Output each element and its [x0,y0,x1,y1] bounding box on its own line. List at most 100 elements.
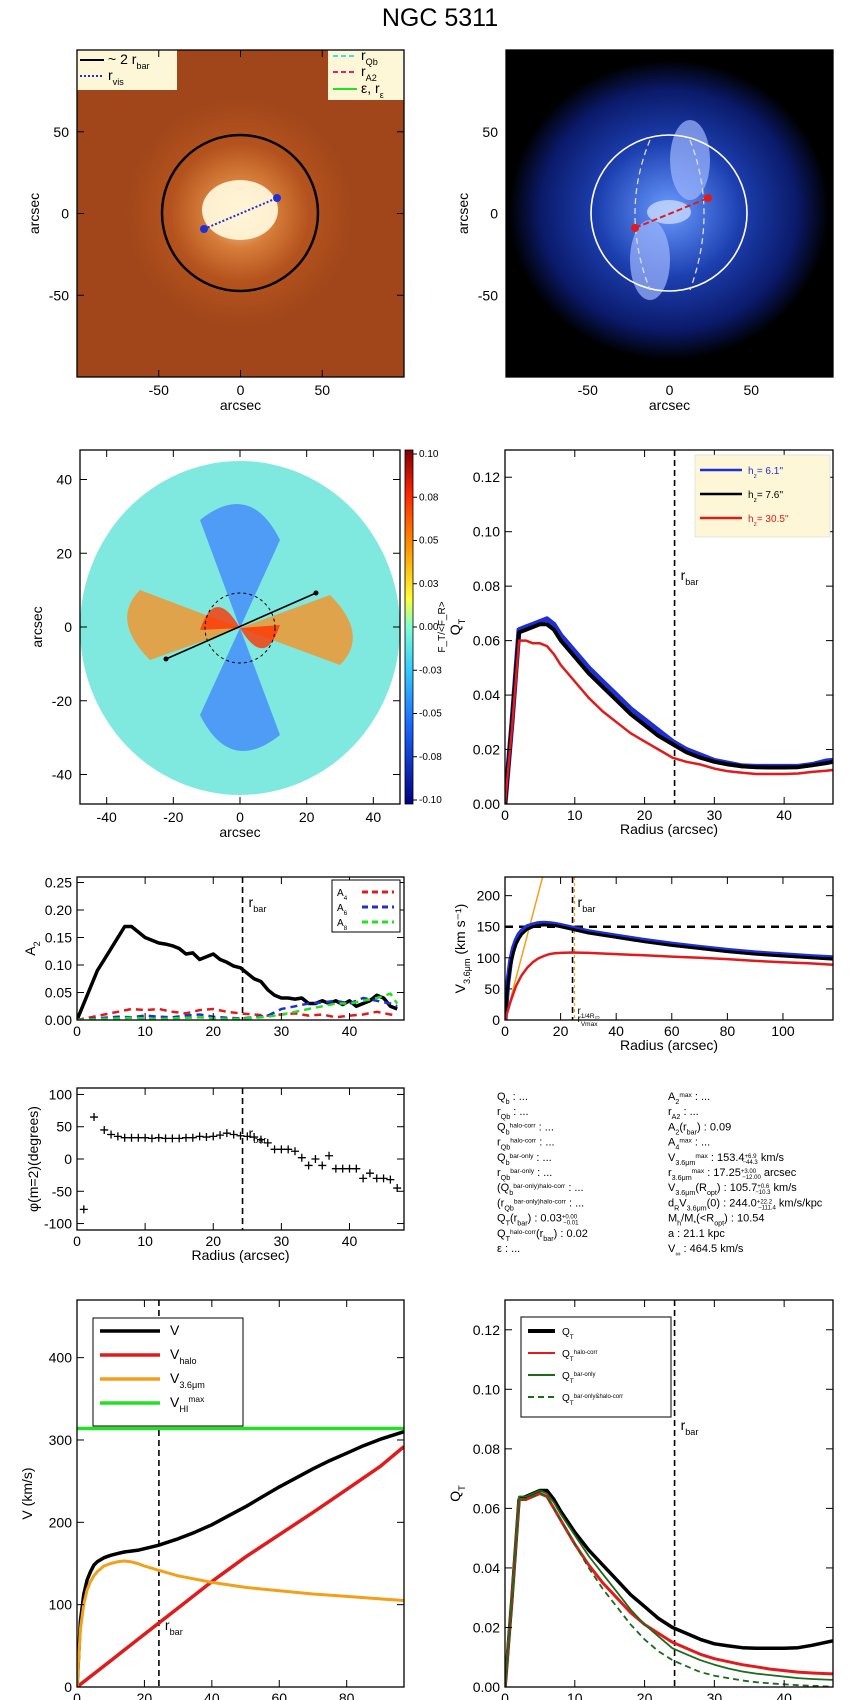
plot-area [505,450,833,804]
y-axis-label: QT [447,618,467,635]
y-tick-label: 0.08 [473,578,500,594]
x-tick-label: 30 [274,1233,290,1249]
stat-line: V∞ : 464.5 km/s [668,1243,744,1258]
x-tick-label: 20 [137,1690,153,1700]
label-part: : ... [692,1091,710,1103]
colorbar [404,449,414,805]
data-point [147,1134,156,1143]
y-tick-label: 0 [61,206,69,222]
y-tick-label: 0.04 [473,687,500,703]
stat-unit: km/s [758,1152,785,1164]
label-part: b [506,1159,510,1167]
qt-profiles-panel: 0 10 20 30 40 0.00 0.02 0.04 0.06 0.08 0.10 0.12 Rad… [447,449,834,837]
label-part: A [337,918,344,929]
x-tick-label: 0 [73,1690,81,1700]
y-tick-label: 20 [56,545,72,561]
data-point [291,1147,299,1156]
legend-label: V [170,1322,180,1338]
label-part: : 21.1 kpc [674,1228,725,1240]
x-tick-label: 0 [73,1023,81,1039]
legend-label: V3.6μm [170,1370,205,1390]
label-part: ) : 0.02 [554,1228,588,1240]
x-tick-label: 20 [205,1233,221,1249]
x-tick-label: 40 [776,807,792,823]
label-part: A [668,1121,676,1133]
label-part: T [570,1334,574,1341]
label-part: Q [562,1349,570,1360]
legend-label: A4 [337,888,348,902]
y-tick-label: -40 [52,767,72,783]
label-part: r [668,1167,672,1179]
structure-center [647,200,691,224]
label-part: 4 [675,1144,679,1152]
stat-line: rQb : ... [497,1106,529,1121]
x-tick-label: 60 [271,1690,287,1700]
label-part: ~ 2 r [108,51,137,67]
series-line [77,992,399,1020]
y-tick-label: 0.00 [473,1679,500,1695]
x-tick-label: -50 [578,382,598,398]
x-tick-label: 20 [637,1690,653,1700]
stat-unit: arcsec [761,1167,797,1179]
stat-line: QThalo-corr(rbar) : 0.02 [497,1228,588,1243]
label-part: Vmax [581,1020,598,1027]
y-axis-label: φ(m=2)(degrees) [25,1106,41,1212]
label-part: 2 [675,1098,679,1106]
colorbar-tick-label: -0.03 [419,665,442,676]
stat-err-up: +0.00 [562,1215,578,1221]
label-part: 4 [344,895,348,902]
label-part: r [249,1125,254,1141]
label-part: h [677,1220,681,1228]
y-tick-label: 0.00 [473,796,500,812]
data-point [216,1131,225,1140]
data-point [175,1134,184,1143]
y-axis-label: QT [447,1485,467,1502]
stat-line: rQbbar-only : ... [497,1167,552,1182]
data-point [379,1174,388,1183]
label-part: r [577,1006,581,1017]
series-line [505,639,833,804]
structure-endpoint [631,224,639,232]
label-part: b [509,1189,513,1197]
bar-circle [160,133,320,293]
y-tick-label: -50 [52,1183,72,1199]
label-part: ) : 0.09 [697,1121,731,1133]
colorbar-tick-label: 0.00 [419,622,439,633]
label-part: bar-only)halo-corr [514,1198,567,1205]
label-part: : ... [534,1167,552,1179]
label-part: r [108,67,113,83]
data-point [90,1113,99,1122]
legend-label: QTbar-only&halo-corr [562,1393,623,1407]
label-part: V [452,983,468,993]
force-map-panel: -40 -20 0 20 40 -40 -20 0 20 40 arcsec arcsec 0.10 0.… [29,449,448,840]
y-tick-label: 0.02 [473,742,500,758]
y-tick-label: -100 [44,1216,72,1232]
data-point [304,1161,313,1170]
label-part: b [506,1128,510,1136]
y-tick-label: 150 [477,919,501,935]
data-point [195,1132,204,1141]
x-tick-label: 30 [274,1023,290,1039]
label-part: Q [562,1371,570,1382]
label-part: V [170,1322,180,1338]
plot-frame [76,1299,405,1688]
unsharp-panel: -50 0 50 -50 0 50 arcsec arcsec [455,49,834,413]
y-axis-label: arcsec [455,193,471,234]
data-point [79,1205,88,1214]
label-part: Qb [501,1113,511,1121]
legend-label: hz= 6.1'' [748,466,783,480]
legend-box [694,454,831,538]
label-part: : ... [533,1152,551,1164]
stat-err-up: +0.6 [757,1184,770,1190]
y-tick-label: 0.20 [45,902,72,918]
x-tick-label: 40 [342,1023,358,1039]
label-part: d [668,1197,674,1209]
label-part: r [165,1617,170,1633]
label-part: A [668,1091,676,1103]
y-tick-label: 0.10 [473,524,500,540]
label-part: bar-only [510,1152,535,1159]
label-part: /M [681,1213,693,1225]
data-point [256,1135,265,1144]
y-tick-label: 0.10 [473,1381,500,1397]
